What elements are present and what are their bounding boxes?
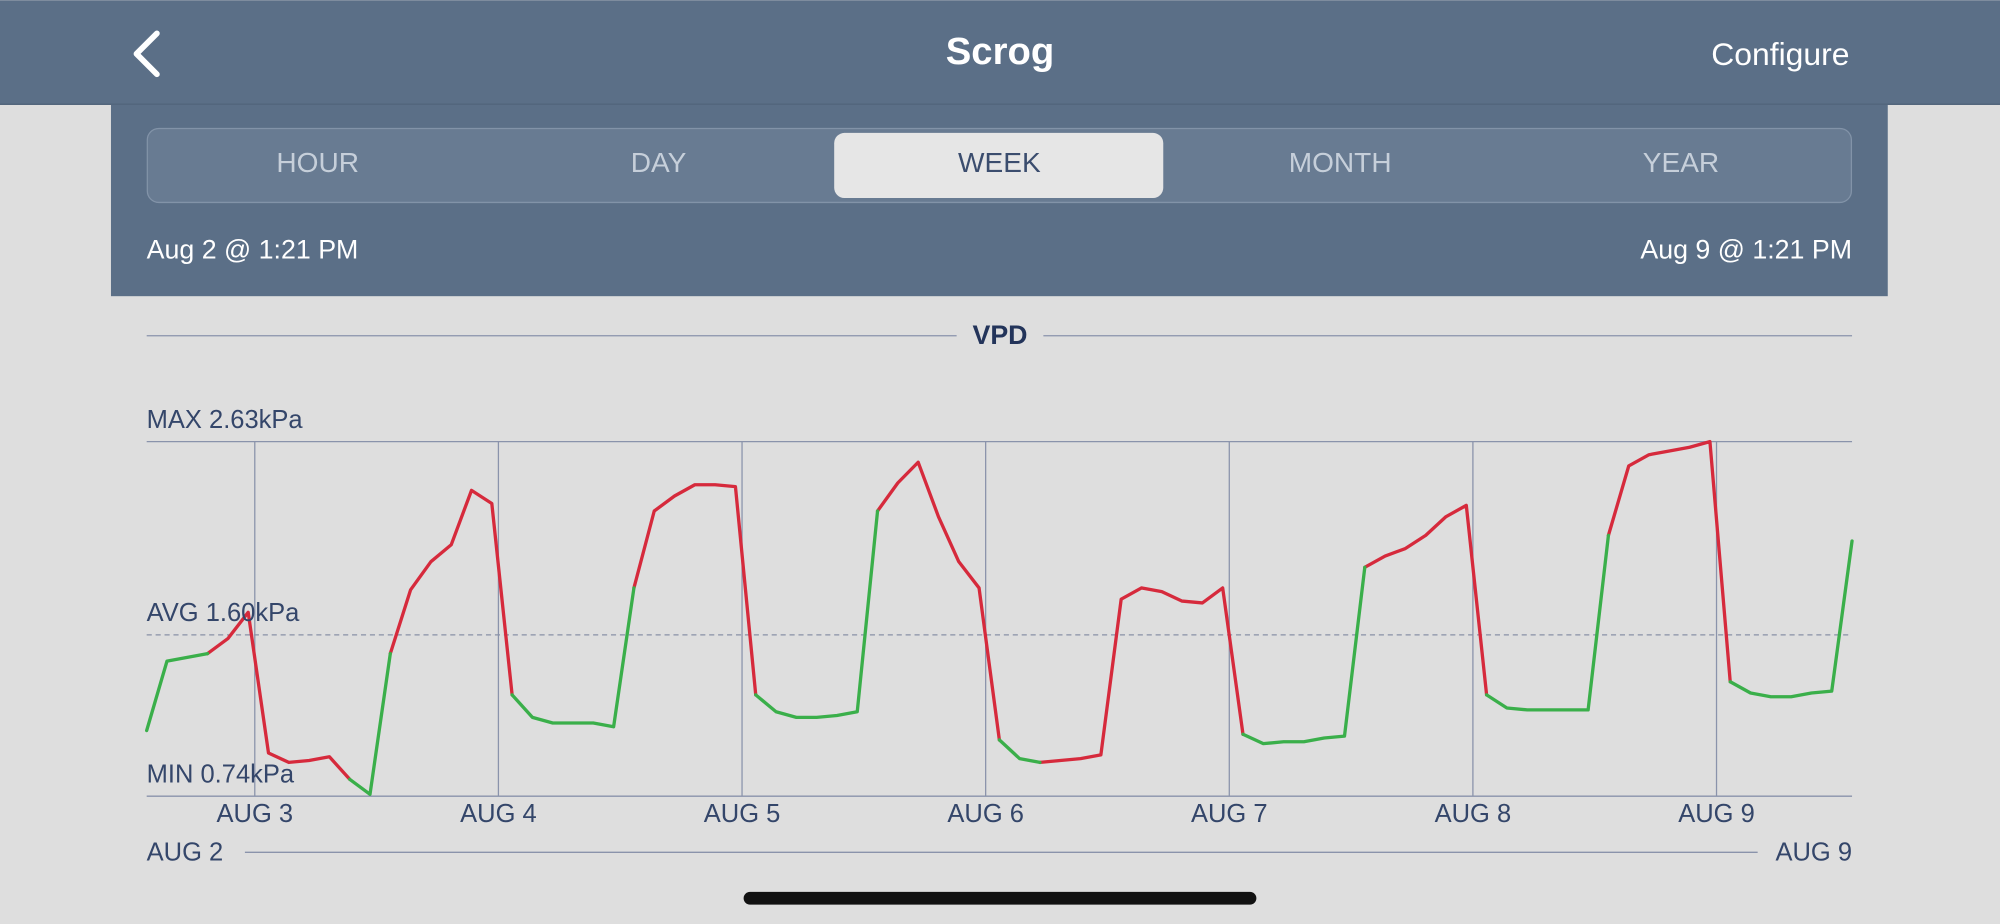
range-end: Aug 9 @ 1:21 PM bbox=[1640, 235, 1852, 265]
tab[interactable]: YEAR bbox=[1643, 147, 1719, 178]
selected-tab bbox=[834, 132, 1164, 198]
vpd-line bbox=[145, 509, 1854, 796]
range-label: AUG 9 bbox=[1776, 838, 1853, 866]
y-tick-label: AVG 1.60kPa bbox=[147, 599, 300, 627]
y-tick-label: MAX 2.63kPa bbox=[147, 406, 304, 434]
y-tick-label: MIN 0.74kPa bbox=[147, 761, 295, 789]
tab[interactable]: DAY bbox=[631, 147, 687, 178]
tab[interactable]: WEEK bbox=[958, 147, 1041, 178]
chart-title: VPD bbox=[972, 320, 1027, 350]
range-label: AUG 2 bbox=[147, 838, 224, 866]
home-indicator bbox=[743, 891, 1257, 905]
configure-button[interactable]: Configure bbox=[1711, 36, 1849, 72]
x-tick-label: AUG 8 bbox=[1435, 800, 1512, 828]
x-tick-label: AUG 9 bbox=[1678, 800, 1755, 828]
nav-bar bbox=[0, 0, 2000, 105]
tab[interactable]: HOUR bbox=[276, 147, 359, 178]
tab[interactable]: MONTH bbox=[1289, 147, 1392, 178]
x-tick-label: AUG 6 bbox=[947, 800, 1024, 828]
x-tick-label: AUG 3 bbox=[217, 800, 294, 828]
x-tick-label: AUG 5 bbox=[704, 800, 781, 828]
x-tick-label: AUG 4 bbox=[460, 800, 537, 828]
range-start: Aug 2 @ 1:21 PM bbox=[147, 235, 359, 265]
vpd-line bbox=[205, 439, 1732, 781]
x-tick-label: AUG 7 bbox=[1191, 800, 1268, 828]
back-button[interactable] bbox=[133, 30, 160, 78]
screen-title: Scrog bbox=[946, 30, 1054, 73]
